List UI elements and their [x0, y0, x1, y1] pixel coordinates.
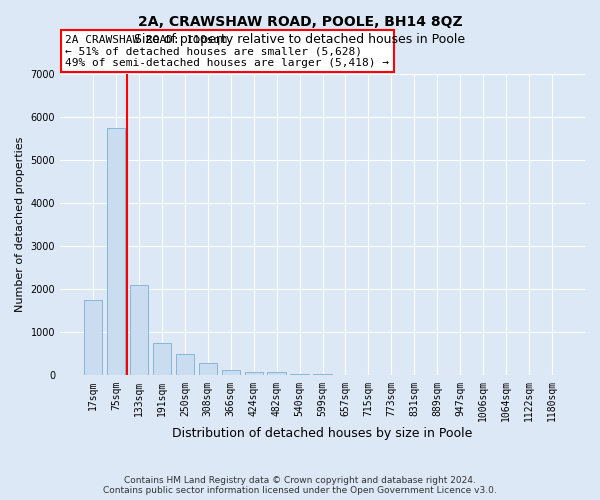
Y-axis label: Number of detached properties: Number of detached properties [15, 137, 25, 312]
Bar [176, 354, 194, 376]
Bar [107, 128, 125, 376]
Text: 2A, CRAWSHAW ROAD, POOLE, BH14 8QZ: 2A, CRAWSHAW ROAD, POOLE, BH14 8QZ [137, 15, 463, 29]
Bar [313, 374, 332, 376]
Bar [130, 285, 148, 376]
Bar [84, 300, 102, 376]
Bar [268, 372, 286, 376]
X-axis label: Distribution of detached houses by size in Poole: Distribution of detached houses by size … [172, 427, 473, 440]
Bar [336, 375, 355, 376]
Text: 2A CRAWSHAW ROAD: 110sqm
← 51% of detached houses are smaller (5,628)
49% of sem: 2A CRAWSHAW ROAD: 110sqm ← 51% of detach… [65, 35, 389, 68]
Bar [290, 374, 309, 376]
Bar [153, 343, 171, 376]
Bar [245, 372, 263, 376]
Bar [199, 364, 217, 376]
Bar [359, 375, 377, 376]
Text: Size of property relative to detached houses in Poole: Size of property relative to detached ho… [134, 32, 466, 46]
Text: Contains HM Land Registry data © Crown copyright and database right 2024.
Contai: Contains HM Land Registry data © Crown c… [103, 476, 497, 495]
Bar [221, 370, 240, 376]
